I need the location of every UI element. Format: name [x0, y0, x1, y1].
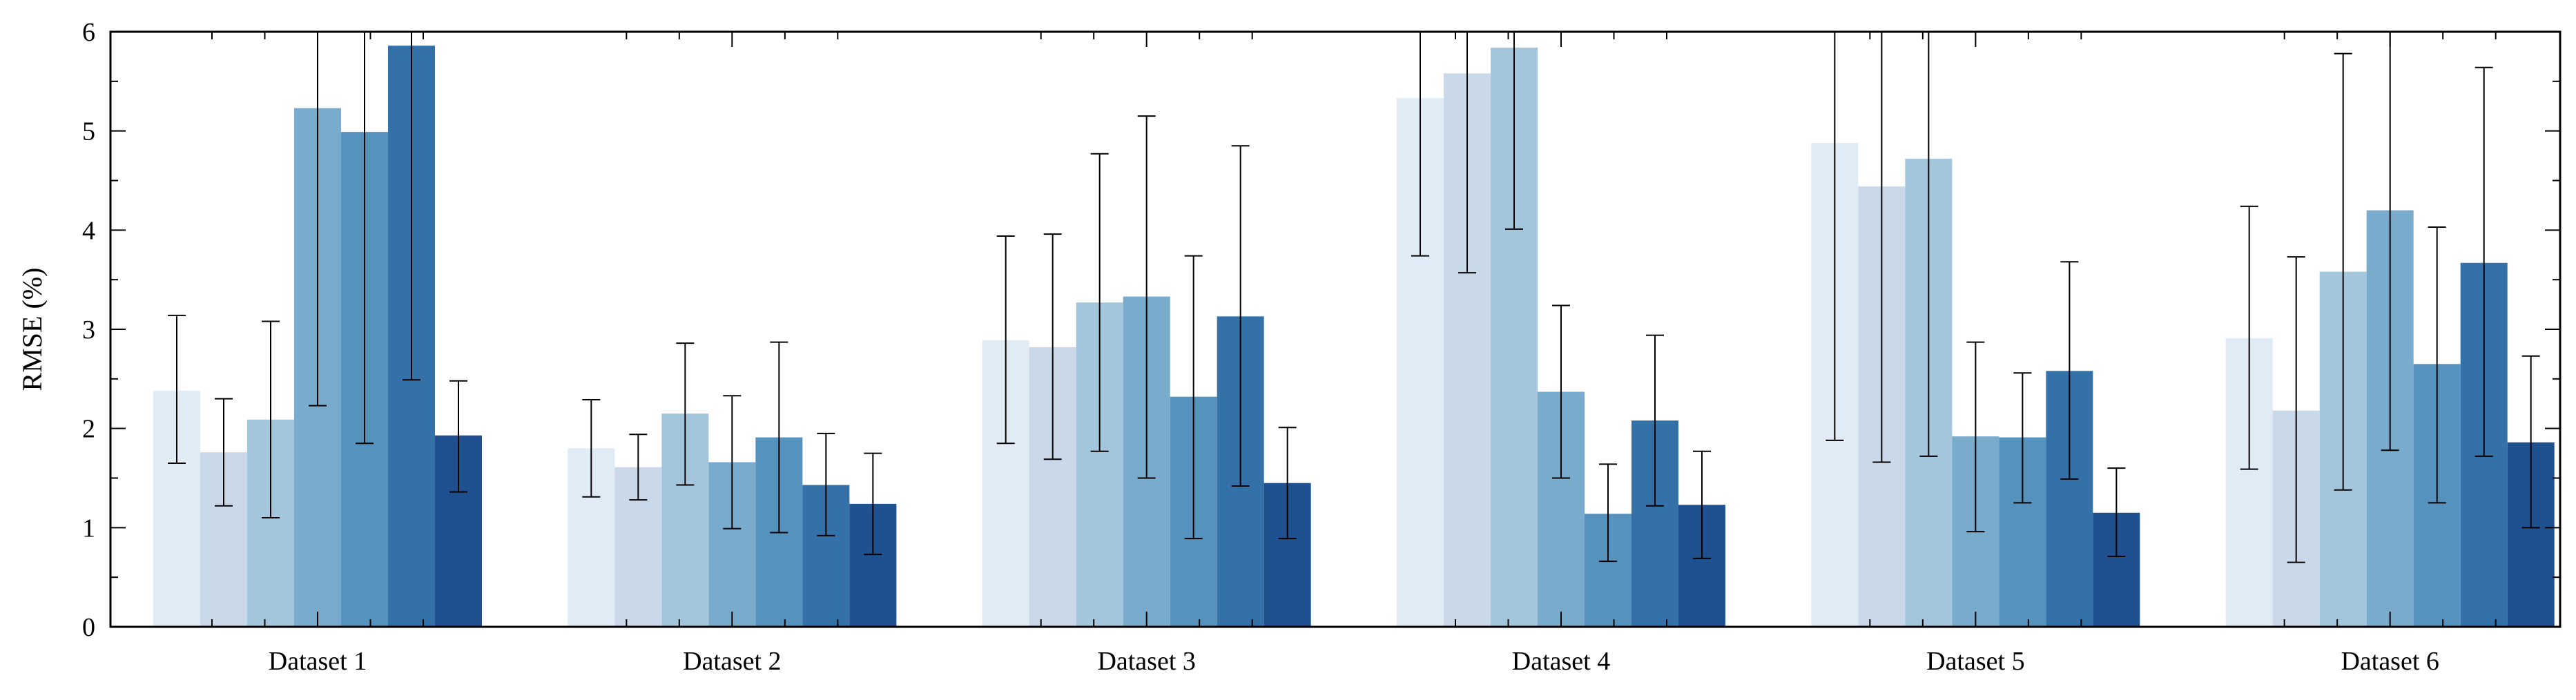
error-bar-4-5 — [1599, 463, 1618, 563]
y-tick-label: 0 — [82, 613, 95, 642]
error-bar-6-6 — [2475, 66, 2493, 457]
error-bar-1-6 — [403, 32, 420, 381]
error-bar-6-1 — [2240, 205, 2258, 470]
error-bar-3-2 — [1043, 233, 1062, 460]
y-tick-label: 1 — [82, 514, 95, 543]
error-bar-6-7 — [2521, 355, 2540, 529]
error-bar-4-1 — [1411, 32, 1430, 257]
error-bar-2-2 — [629, 434, 648, 501]
error-bar-2-7 — [864, 452, 882, 556]
tick-layer: Dataset 1 Dataset 2 Dataset 3 Dataset 4 Data… — [82, 18, 2560, 676]
x-tick-label: Dataset 3 — [1097, 647, 1195, 676]
y-tick-label: 2 — [82, 415, 95, 444]
error-bar-1-1 — [168, 314, 186, 464]
error-bar-4-2 — [1458, 32, 1477, 274]
x-tick-label: Dataset 4 — [1512, 647, 1610, 676]
error-bar-1-2 — [215, 398, 233, 507]
error-bar-5-6 — [2060, 261, 2079, 480]
error-bar-layer — [168, 32, 2540, 563]
x-tick-label: Dataset 2 — [683, 647, 781, 676]
bar-layer — [153, 46, 2555, 628]
error-bar-6-3 — [2334, 52, 2352, 491]
y-tick-label: 3 — [82, 315, 95, 344]
y-axis-label: RMSE (%) — [17, 268, 48, 391]
y-tick-label: 6 — [82, 18, 95, 47]
error-bar-5-4 — [1966, 341, 1985, 533]
error-bar-2-6 — [817, 432, 835, 536]
error-bar-1-3 — [262, 320, 280, 518]
error-bar-3-3 — [1090, 153, 1109, 452]
error-bar-2-3 — [676, 342, 695, 486]
error-bar-6-2 — [2287, 256, 2305, 563]
error-bar-5-3 — [1919, 32, 1938, 457]
x-tick-label: Dataset 5 — [1926, 647, 2024, 676]
error-bar-5-5 — [2013, 372, 2032, 504]
error-bar-5-7 — [2107, 467, 2126, 557]
error-bar-6-5 — [2428, 226, 2446, 504]
error-bar-1-7 — [449, 380, 467, 493]
error-bar-3-5 — [1184, 255, 1203, 540]
error-bar-3-1 — [996, 235, 1015, 445]
error-bar-3-7 — [1278, 427, 1297, 540]
error-bar-2-1 — [582, 399, 601, 498]
error-bar-2-5 — [770, 341, 788, 534]
error-bar-1-5 — [356, 32, 374, 445]
error-bar-5-2 — [1872, 32, 1891, 463]
error-bar-4-6 — [1646, 334, 1665, 507]
error-bar-2-4 — [723, 395, 742, 529]
x-tick-label: Dataset 1 — [269, 647, 367, 676]
error-bar-4-3 — [1505, 32, 1524, 230]
x-tick-label: Dataset 6 — [2341, 647, 2439, 676]
error-bar-5-1 — [1826, 32, 1844, 441]
y-tick-label: 5 — [82, 117, 95, 146]
error-bar-3-4 — [1137, 115, 1156, 479]
error-bar-3-6 — [1231, 145, 1250, 487]
error-bar-1-4 — [309, 32, 327, 407]
error-bar-6-4 — [2381, 32, 2399, 451]
y-tick-label: 4 — [82, 216, 95, 245]
error-bar-4-4 — [1552, 304, 1571, 479]
error-bar-4-7 — [1693, 450, 1712, 559]
